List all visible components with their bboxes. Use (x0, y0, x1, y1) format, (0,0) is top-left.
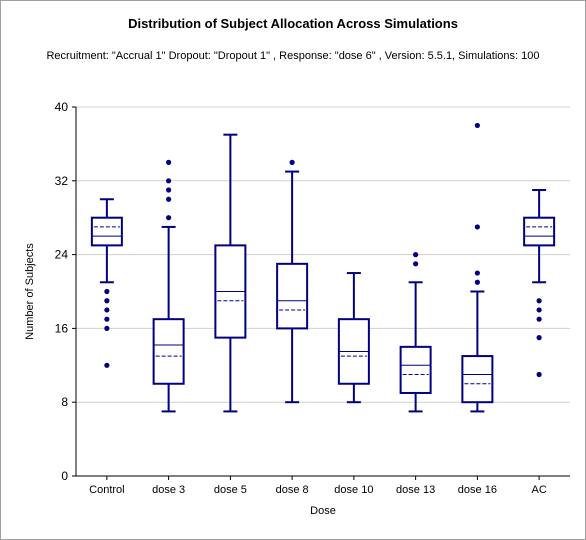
outlier-point (474, 224, 480, 230)
outlier-point (474, 122, 480, 129)
y-tick-label: 16 (55, 321, 69, 335)
box-control (90, 198, 123, 368)
y-axis: 0 8 16 24 32 40 (55, 100, 77, 483)
x-tick-label: dose 16 (458, 484, 497, 496)
outlier-point (536, 371, 542, 378)
outlier-point (413, 261, 419, 267)
outlier-point (474, 279, 480, 285)
x-tick-label: dose 5 (214, 484, 247, 496)
chart-title: Distribution of Subject Allocation Acros… (128, 16, 458, 31)
iqr-box (523, 216, 556, 247)
outlier-point (166, 178, 172, 184)
box-dose-13 (399, 252, 432, 413)
outlier-point (474, 270, 480, 276)
outlier-point (536, 307, 542, 313)
iqr-box (461, 355, 494, 404)
x-axis: Control dose 3 dose 5 dose 8 dose 10 dose 13 d… (76, 475, 570, 496)
outlier-point (104, 316, 110, 322)
x-tick-label: dose 8 (276, 484, 309, 496)
grid-lines (76, 106, 570, 403)
y-tick-label: 8 (61, 395, 68, 409)
x-tick-label: Control (89, 484, 124, 496)
outlier-point (104, 307, 110, 313)
x-tick-label: AC (531, 484, 546, 496)
x-tick-label: dose 10 (334, 484, 373, 496)
outlier-point (536, 298, 542, 304)
x-tick-label: dose 3 (152, 484, 185, 496)
box-series (90, 122, 556, 413)
box-dose-16 (461, 122, 494, 413)
outlier-point (536, 335, 542, 341)
x-axis-label: Dose (310, 505, 336, 517)
outlier-point (289, 159, 295, 165)
box-dose-3 (152, 159, 185, 413)
outlier-point (166, 187, 172, 193)
y-tick-label: 0 (61, 469, 68, 483)
iqr-box (399, 345, 432, 394)
outlier-point (166, 159, 172, 165)
outlier-point (166, 215, 172, 221)
outlier-point (166, 196, 172, 202)
box-dose-5 (214, 133, 247, 413)
x-tick-label: dose 13 (396, 484, 435, 496)
y-tick-label: 24 (55, 248, 69, 262)
box-dose-10 (337, 272, 370, 404)
outlier-point (413, 252, 419, 258)
y-axis-label: Number of Subjects (24, 243, 36, 340)
outlier-point (104, 288, 110, 295)
y-tick-label: 40 (55, 100, 69, 114)
y-tick-label: 32 (55, 174, 69, 188)
box-dose-8 (276, 159, 309, 404)
iqr-box (90, 216, 123, 247)
iqr-box (276, 262, 309, 330)
iqr-box (152, 318, 185, 385)
outlier-point (104, 325, 110, 331)
box-ac (523, 189, 556, 378)
outlier-point (536, 316, 542, 322)
outlier-point (104, 298, 110, 304)
chart-subtitle: Recruitment: "Accrual 1" Dropout: "Dropo… (46, 50, 540, 62)
outlier-point (104, 362, 110, 368)
